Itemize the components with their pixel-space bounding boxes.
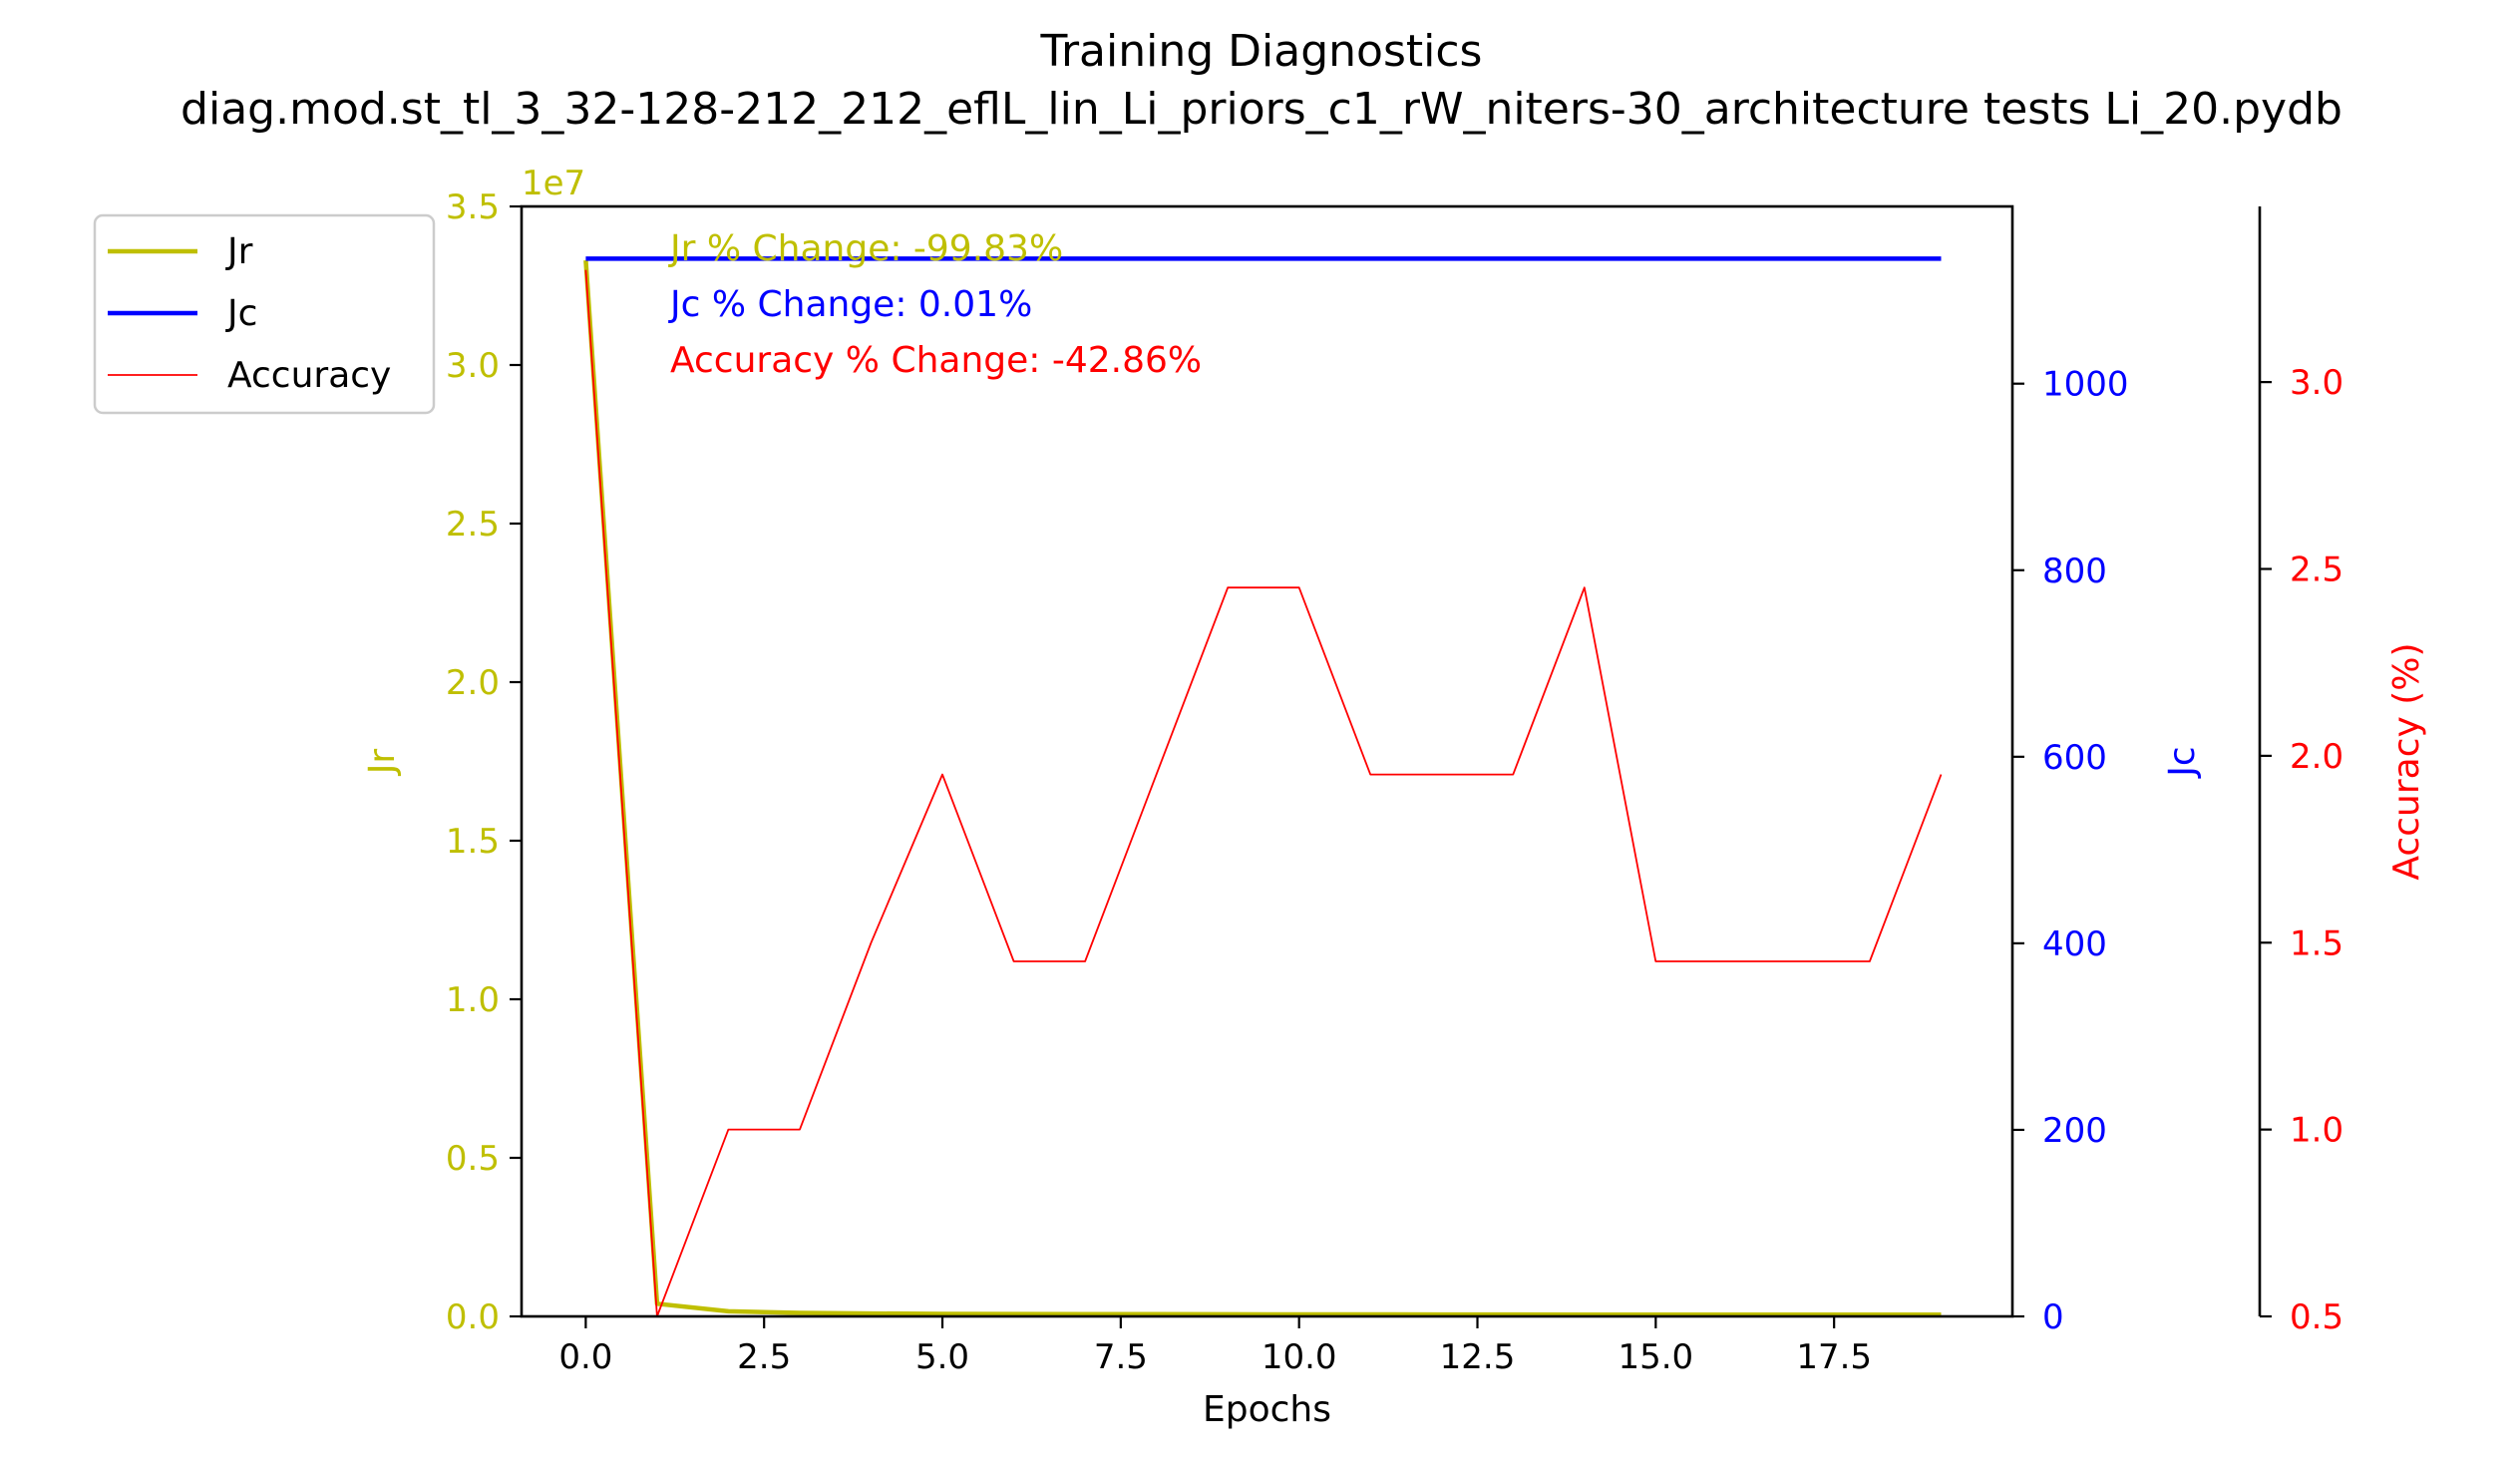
x-tick-label: 5.0 bbox=[915, 1337, 969, 1377]
x-tick-label: 0.0 bbox=[558, 1337, 612, 1377]
jc-axis-label: Jc bbox=[2162, 746, 2203, 778]
plot-frame bbox=[520, 204, 2014, 1318]
x-axis-label: Epochs bbox=[1203, 1389, 1331, 1430]
jr-tick-label: 2.0 bbox=[446, 663, 500, 703]
jr-axis-label: Jr bbox=[362, 749, 403, 777]
axes-layer: 0.0 2.5 5.0 7.5 10.0 12.5 15.0 17.5 Epochs 0.0 0.5… bbox=[362, 164, 2427, 1430]
jr-tick-label: 3.5 bbox=[446, 187, 500, 227]
legend-label-jc: Jc bbox=[225, 293, 257, 334]
x-tick-label: 17.5 bbox=[1796, 1337, 1872, 1377]
legend-box bbox=[93, 213, 436, 415]
jr-tick-label: 1.5 bbox=[446, 822, 500, 862]
x-tick-label: 15.0 bbox=[1618, 1337, 1693, 1377]
accuracy-tick-label: 3.0 bbox=[2290, 363, 2343, 403]
jc-tick-label: 0 bbox=[2042, 1297, 2064, 1337]
legend-label-acc: Accuracy bbox=[227, 355, 391, 396]
x-tick-label: 2.5 bbox=[737, 1337, 791, 1377]
x-tick-label: 7.5 bbox=[1094, 1337, 1148, 1377]
jc-tick-label: 200 bbox=[2042, 1111, 2107, 1151]
jr-tick-label: 3.0 bbox=[446, 346, 500, 386]
accuracy-tick-label: 1.0 bbox=[2290, 1111, 2343, 1151]
jc-tick-label: 800 bbox=[2042, 551, 2107, 591]
chart-subtitle: diag.mod.st_tl_3_32-128-212_212_eflL_lin… bbox=[180, 84, 2342, 135]
annotation-1: Jc % Change: 0.01% bbox=[668, 284, 1032, 325]
jr-offset-text: 1e7 bbox=[522, 164, 585, 203]
annotation-layer: Jr % Change: -99.83% Jc % Change: 0.01% Ac… bbox=[668, 228, 1202, 381]
jc-tick-label: 400 bbox=[2042, 924, 2107, 964]
jr-tick-label: 0.0 bbox=[446, 1297, 500, 1337]
accuracy-tick-label: 0.5 bbox=[2290, 1297, 2343, 1337]
x-tick-label: 12.5 bbox=[1440, 1337, 1516, 1377]
accuracy-axis-label: Accuracy (%) bbox=[2386, 642, 2427, 880]
series-acc-line bbox=[584, 269, 1943, 1317]
x-tick-label: 10.0 bbox=[1261, 1337, 1337, 1377]
annotation-0: Jr % Change: -99.83% bbox=[668, 228, 1063, 269]
series-jr-line bbox=[583, 259, 1942, 1317]
accuracy-tick-label: 1.5 bbox=[2290, 923, 2343, 963]
accuracy-tick-label: 2.0 bbox=[2290, 737, 2343, 777]
jc-tick-label: 600 bbox=[2042, 738, 2107, 778]
legend-label-jr: Jr bbox=[225, 231, 253, 272]
jr-tick-label: 1.0 bbox=[446, 980, 500, 1020]
jc-tick-label: 1000 bbox=[2042, 365, 2129, 405]
legend-entries: Jr Jc Accuracy bbox=[108, 231, 391, 396]
series-layer bbox=[583, 256, 1943, 1317]
jr-tick-label: 2.5 bbox=[446, 505, 500, 545]
jr-tick-label: 0.5 bbox=[446, 1139, 500, 1179]
accuracy-tick-label: 2.5 bbox=[2290, 550, 2343, 590]
annotation-2: Accuracy % Change: -42.86% bbox=[670, 340, 1202, 381]
chart-title: Training Diagnostics bbox=[1040, 26, 1483, 77]
legend: Jr Jc Accuracy bbox=[93, 213, 436, 415]
